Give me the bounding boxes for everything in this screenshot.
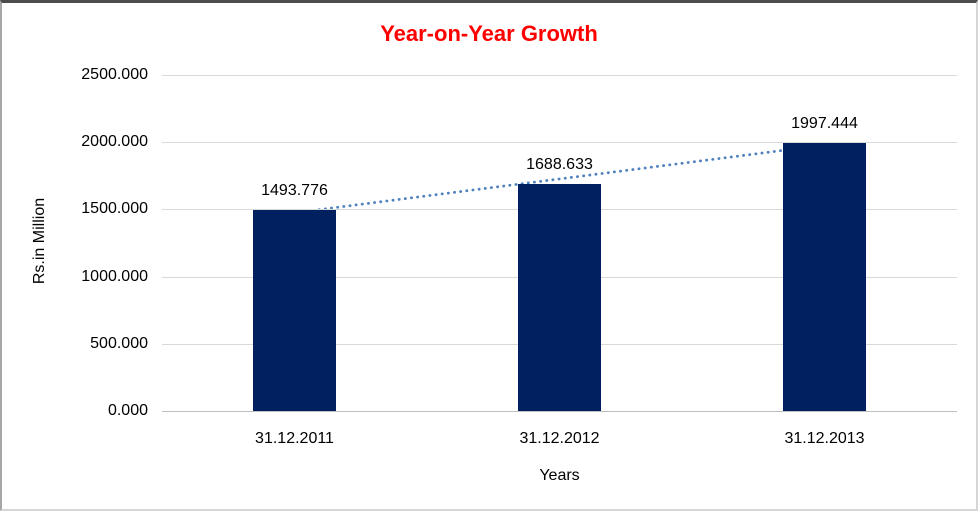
x-axis-tick-label: 31.12.2011 — [255, 430, 334, 447]
bar-31.12.2011 — [253, 210, 336, 411]
gridline — [162, 75, 957, 76]
y-axis-tick-label: 1500.000 — [81, 200, 148, 218]
y-axis-tick-label: 1000.000 — [81, 267, 148, 285]
y-axis-tick-label: 500.000 — [90, 334, 148, 352]
bar-data-label: 1688.633 — [526, 156, 593, 174]
x-axis-tick-label: 31.12.2012 — [519, 430, 600, 447]
bar-31.12.2012 — [518, 184, 601, 411]
plot-area: 1493.776 1688.633 1997.444 — [162, 75, 957, 412]
x-axis-title: Years — [539, 467, 580, 484]
y-axis-tick-label: 2500.000 — [81, 66, 148, 83]
x-axis-line — [162, 411, 957, 412]
bar-data-label: 1997.444 — [791, 114, 858, 132]
bar-data-label: 1493.776 — [261, 182, 328, 200]
x-axis-tick-label: 31.12.2013 — [784, 430, 865, 447]
y-axis-tick-label: 0.000 — [107, 402, 148, 419]
y-axis-tick-label: 2000.000 — [81, 133, 148, 151]
chart-title: Year-on-Year Growth — [380, 21, 598, 46]
bar-31.12.2013 — [783, 142, 866, 411]
gridline — [162, 142, 957, 144]
